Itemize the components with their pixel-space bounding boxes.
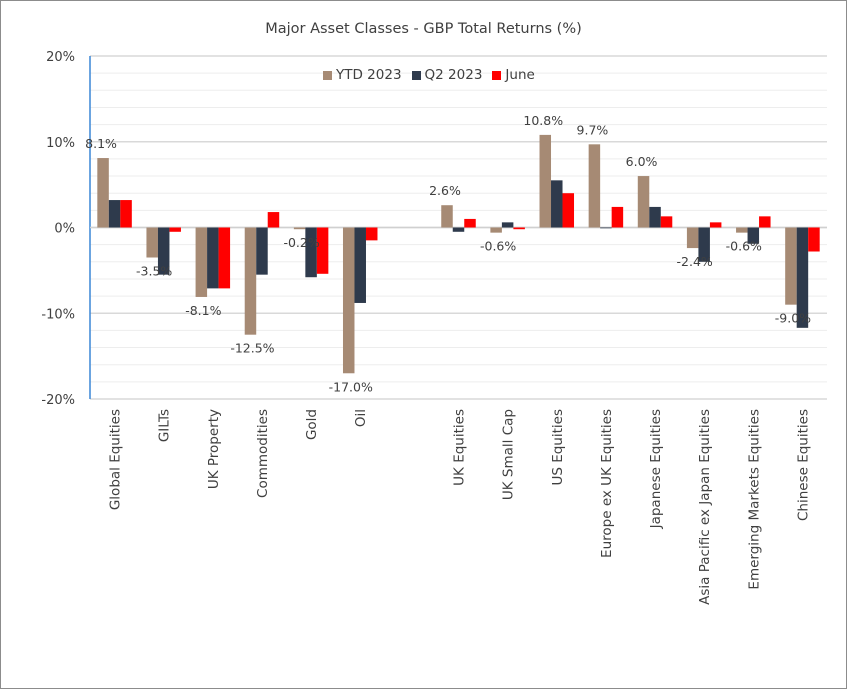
x-tick-label: UK Property (206, 409, 222, 489)
y-tick-label: 10% (46, 136, 75, 151)
bar-ytd-2023 (441, 205, 453, 228)
y-tick-label: -10% (41, 307, 75, 322)
x-tick-label: Gold (304, 409, 320, 440)
data-label: 2.6% (429, 183, 461, 198)
bar-q2-2023 (256, 227, 268, 275)
data-label: -0.2% (283, 235, 319, 250)
x-tick-label: Global Equities (108, 409, 124, 510)
bar-ytd-2023 (539, 134, 552, 228)
legend-item: June (492, 67, 535, 83)
x-tick-label: Emerging Markets Equities (746, 409, 762, 590)
bar-june (267, 212, 280, 228)
data-label: 6.0% (626, 154, 658, 169)
legend-label: Q2 2023 (424, 67, 483, 83)
data-label: -3.5% (136, 264, 172, 279)
bar-june (464, 218, 476, 228)
y-tick-label: 0% (54, 222, 75, 237)
bar-june (611, 206, 624, 228)
x-tick-label: US Equities (550, 409, 566, 486)
bar-ytd-2023 (195, 227, 208, 297)
legend-swatch (492, 70, 502, 80)
x-tick-label: UK Small Cap (501, 409, 517, 500)
x-tick-label: Japanese Equities (648, 409, 664, 529)
legend-swatch (411, 70, 421, 80)
bar-q2-2023 (108, 200, 121, 228)
bar-june (759, 216, 771, 228)
bar-ytd-2023 (686, 227, 699, 249)
x-tick-label: UK Equities (452, 409, 468, 486)
data-label: -12.5% (230, 341, 274, 356)
bar-q2-2023 (207, 227, 219, 289)
data-label: -0.6% (480, 239, 516, 254)
bar-ytd-2023 (490, 227, 502, 233)
bar-june (316, 227, 329, 274)
bar-ytd-2023 (146, 227, 158, 258)
data-label: 8.1% (85, 136, 117, 151)
legend-label: June (505, 67, 535, 83)
data-label: -2.4% (677, 254, 713, 269)
data-label: 10.8% (523, 113, 563, 128)
legend-item: YTD 2023 (323, 67, 402, 83)
x-tick-label: GILTs (157, 409, 173, 442)
data-label: -17.0% (329, 379, 373, 394)
bar-q2-2023 (452, 227, 465, 232)
bar-ytd-2023 (97, 158, 109, 228)
legend: YTD 2023 Q2 2023 June (323, 67, 535, 83)
bar-q2-2023 (747, 227, 760, 244)
legend-label: YTD 2023 (336, 67, 402, 83)
bar-q2-2023 (157, 227, 170, 275)
bar-june (169, 227, 181, 232)
legend-swatch (323, 70, 332, 80)
bar-ytd-2023 (244, 227, 257, 335)
bar-june (709, 222, 722, 228)
bar-ytd-2023 (588, 144, 601, 228)
bar-q2-2023 (698, 227, 710, 262)
x-tick-label: Commodities (255, 409, 271, 498)
data-label: -8.1% (185, 303, 221, 318)
data-label: -0.6% (726, 239, 762, 254)
bar-q2-2023 (551, 180, 563, 228)
bar-ytd-2023 (785, 227, 797, 305)
legend-item: Q2 2023 (411, 67, 483, 83)
bar-june (808, 227, 820, 252)
bar-ytd-2023 (342, 227, 355, 374)
bar-june (660, 216, 673, 228)
chart-title: Major Asset Classes - GBP Total Returns … (265, 21, 582, 37)
y-tick-label: 20% (46, 50, 75, 65)
bar-q2-2023 (649, 206, 661, 228)
y-tick-label: -20% (41, 393, 75, 408)
bar-ytd-2023 (637, 176, 650, 228)
bar-june (562, 193, 575, 228)
bar-q2-2023 (305, 227, 317, 278)
x-tick-label: Chinese Equities (795, 409, 811, 521)
bar-q2-2023 (354, 227, 366, 303)
x-tick-label: Europe ex UK Equities (599, 409, 615, 558)
x-tick-label: Oil (353, 409, 369, 427)
bar-june (120, 200, 132, 228)
bar-q2-2023 (501, 222, 514, 228)
bar-june (513, 227, 525, 230)
bar-ytd-2023 (293, 227, 306, 230)
bar-q2-2023 (600, 227, 612, 229)
bar-june (365, 227, 378, 241)
bar-ytd-2023 (736, 227, 748, 233)
data-label: 9.7% (577, 122, 609, 137)
bar-june (218, 227, 231, 289)
bar-q2-2023 (796, 227, 809, 328)
data-label: -9.0% (775, 311, 811, 326)
x-tick-label: Asia Pacific ex Japan Equities (697, 409, 713, 605)
